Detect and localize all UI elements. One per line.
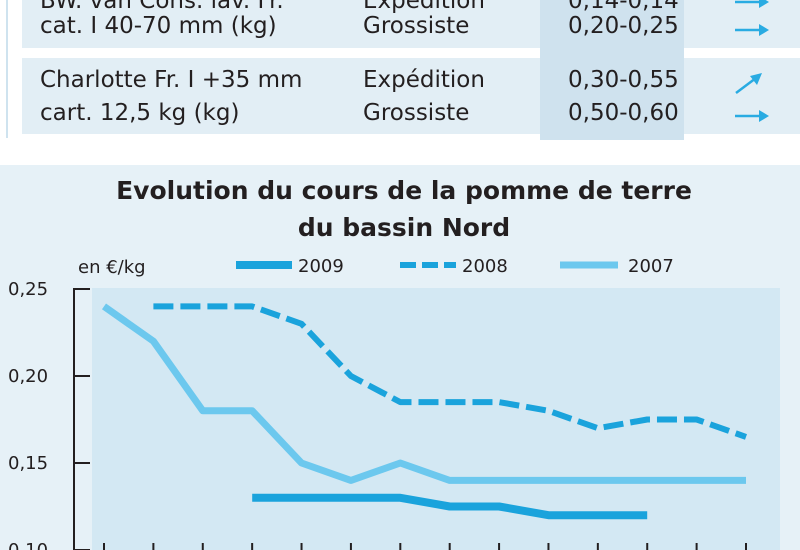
series-line-2007 <box>101 303 746 484</box>
stable-arrow-icon <box>735 24 769 36</box>
series-lines <box>101 303 747 520</box>
market-stage: Expédition <box>363 67 485 93</box>
price-range: 0,30-0,55 <box>568 67 679 93</box>
legend: 2009 2008 2007 <box>236 256 674 277</box>
price-column <box>540 0 684 140</box>
product-name-line1: Charlotte Fr. I +35 mm <box>40 67 303 93</box>
legend-label-2009: 2009 <box>298 256 344 277</box>
chart-title-line1: Evolution du cours de la pomme de terre <box>116 176 692 205</box>
legend-label-2007: 2007 <box>628 256 674 277</box>
market-stage: Grossiste <box>363 100 470 126</box>
y-tick-label: 0,25 <box>8 279 48 300</box>
price-range: 0,14-0,14 <box>568 0 679 14</box>
stable-arrow-icon <box>735 110 769 122</box>
series-line-2009 <box>252 493 648 520</box>
up-arrow-icon <box>735 73 762 94</box>
y-ticks: 0,25 0,20 0,15 0,10 <box>8 279 90 550</box>
y-tick-label: 0,20 <box>8 366 48 387</box>
price-table: BW. van Cons. lav. Fr. cat. I 40-70 mm (… <box>0 0 800 140</box>
series-line-2008 <box>153 303 747 440</box>
table-left-rule <box>6 0 8 138</box>
y-axis-label: en €/kg <box>78 257 146 278</box>
product-name-line1: BW. van Cons. lav. Fr. <box>40 0 284 14</box>
product-name-line2: cat. I 40-70 mm (kg) <box>40 13 277 39</box>
chart-title-line2: du bassin Nord <box>298 213 510 242</box>
legend-label-2008: 2008 <box>462 256 508 277</box>
price-range: 0,50-0,60 <box>568 100 679 126</box>
price-range: 0,20-0,25 <box>568 13 679 39</box>
y-tick-label: 0,10 <box>8 540 48 550</box>
market-stage: Expédition <box>363 0 485 14</box>
y-tick-label: 0,15 <box>8 453 48 474</box>
market-stage: Grossiste <box>363 13 470 39</box>
stable-arrow-icon <box>735 0 769 8</box>
x-ticks <box>103 543 747 550</box>
product-name-line2: cart. 12,5 kg (kg) <box>40 100 240 126</box>
